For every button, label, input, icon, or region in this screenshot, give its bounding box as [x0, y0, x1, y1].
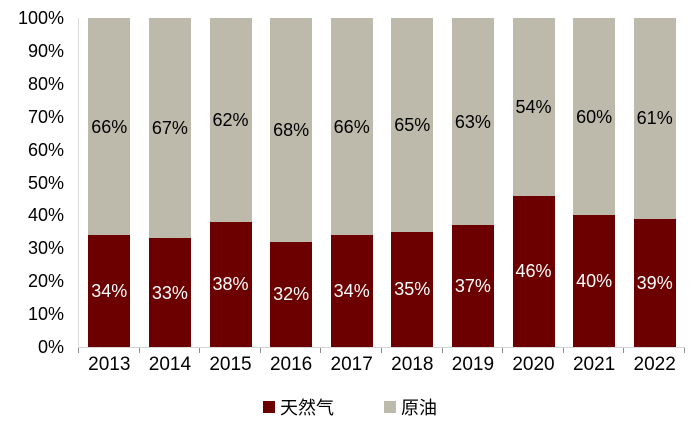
legend-swatch-crude-oil: [384, 401, 396, 413]
segment-natural-gas-2015: 38%: [209, 221, 252, 347]
bar-value-label: 39%: [636, 272, 673, 293]
segment-natural-gas-2014: 33%: [148, 238, 191, 347]
x-axis-tick: [684, 348, 685, 353]
bar-value-label: 34%: [91, 281, 128, 302]
x-axis-label-2022: 2022: [633, 354, 676, 375]
bar-value-label: 33%: [151, 282, 188, 303]
y-axis-label: 10%: [27, 304, 64, 325]
x-axis-tick: [381, 348, 382, 353]
x-axis-tick: [502, 348, 504, 353]
bar-2013: 34% 66%: [88, 18, 131, 347]
segment-natural-gas-2017: 34%: [330, 235, 373, 347]
legend-item-natural-gas: 天然气: [263, 394, 334, 420]
bar-2015: 38% 62%: [209, 18, 252, 347]
y-axis-label: 80%: [27, 73, 64, 94]
x-axis-label-2021: 2021: [572, 354, 616, 375]
x-axis-tick: [78, 348, 79, 353]
legend-label-crude-oil: 原油: [401, 398, 437, 418]
x-axis-label-2015: 2015: [209, 354, 252, 375]
x-axis-tick: [441, 348, 443, 353]
y-axis-label: 40%: [27, 205, 64, 226]
x-axis-label-2017: 2017: [330, 354, 373, 375]
bar-2016: 32% 68%: [270, 18, 313, 347]
segment-natural-gas-2022: 39%: [633, 218, 676, 347]
segment-natural-gas-2020: 46%: [512, 195, 555, 347]
segment-natural-gas-2021: 40%: [573, 215, 616, 347]
legend-swatch-natural-gas: [263, 401, 275, 413]
segment-crude-oil-2015: 62%: [209, 18, 252, 222]
x-axis-tick: [138, 348, 140, 353]
y-axis-label: 0%: [37, 337, 64, 357]
segment-natural-gas-2013: 34%: [88, 235, 131, 347]
segment-crude-oil-2019: 63%: [451, 18, 494, 226]
bar-value-label: 54%: [515, 96, 552, 117]
plot-area: 34% 66% 33% 67% 38% 62% 32% 68% 34% 66% 35% 65% 37% 6…: [78, 18, 685, 348]
segment-crude-oil-2013: 66%: [88, 18, 131, 236]
bar-value-label: 66%: [333, 116, 370, 137]
segment-crude-oil-2014: 67%: [148, 18, 191, 239]
bar-2018: 35% 65%: [391, 18, 434, 347]
segment-crude-oil-2017: 66%: [330, 18, 373, 236]
y-axis-label: 20%: [27, 271, 64, 292]
x-axis-label-2020: 2020: [512, 354, 555, 375]
bar-value-label: 61%: [636, 108, 673, 129]
x-axis-label-2016: 2016: [269, 354, 313, 375]
bar-value-label: 32%: [273, 284, 310, 305]
bar-value-label: 65%: [394, 114, 431, 135]
bar-value-label: 67%: [151, 118, 188, 139]
segment-crude-oil-2018: 65%: [391, 18, 434, 232]
legend: 天然气 原油: [0, 396, 700, 418]
bar-2017: 34% 66%: [330, 18, 373, 347]
y-axis-label: 90%: [27, 40, 64, 61]
x-axis-tick: [320, 348, 322, 353]
bar-value-label: 66%: [91, 116, 128, 137]
segment-natural-gas-2016: 32%: [270, 241, 313, 347]
segment-crude-oil-2022: 61%: [633, 18, 676, 219]
y-axis-label: 70%: [27, 106, 64, 127]
y-axis-label: 30%: [27, 238, 64, 259]
bar-value-label: 34%: [333, 281, 370, 302]
segment-crude-oil-2021: 60%: [573, 18, 616, 216]
x-axis-tick: [259, 348, 261, 353]
bar-value-label: 46%: [515, 261, 552, 282]
bar-value-label: 37%: [454, 276, 491, 297]
y-axis-label: 50%: [27, 172, 64, 193]
bar-value-label: 63%: [454, 111, 491, 132]
x-axis-label-2013: 2013: [88, 354, 131, 375]
y-axis-label: 60%: [27, 139, 64, 160]
x-axis-tick: [199, 348, 201, 353]
segment-crude-oil-2020: 54%: [512, 18, 555, 196]
bar-value-label: 68%: [273, 119, 310, 140]
bar-value-label: 60%: [576, 106, 613, 127]
bar-2020: 46% 54%: [512, 18, 555, 347]
legend-item-crude-oil: 原油: [384, 394, 437, 420]
segment-natural-gas-2018: 35%: [391, 231, 434, 347]
x-axis-label-2014: 2014: [148, 354, 192, 375]
y-axis-label: 100%: [17, 8, 64, 28]
bar-value-label: 38%: [212, 274, 249, 295]
x-axis-label-2018: 2018: [391, 354, 434, 375]
segment-natural-gas-2019: 37%: [451, 225, 494, 347]
bar-value-label: 62%: [212, 110, 249, 130]
bar-2019: 37% 63%: [451, 18, 494, 347]
bar-2014: 33% 67%: [148, 18, 191, 347]
bar-value-label: 35%: [394, 279, 431, 300]
x-axis-tick: [562, 348, 564, 353]
bar-2022: 39% 61%: [633, 18, 676, 347]
segment-crude-oil-2016: 68%: [270, 18, 313, 242]
legend-label-natural-gas: 天然气: [280, 398, 334, 418]
x-axis-label-2019: 2019: [451, 354, 495, 375]
bar-value-label: 40%: [576, 271, 613, 292]
x-axis-tick: [623, 348, 625, 353]
bar-2021: 40% 60%: [573, 18, 616, 347]
